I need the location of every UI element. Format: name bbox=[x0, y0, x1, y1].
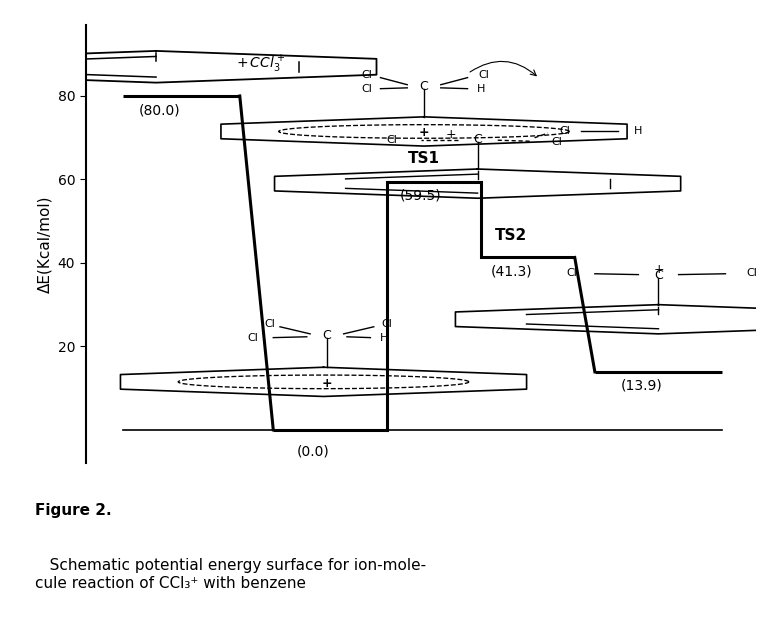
Text: (13.9): (13.9) bbox=[621, 379, 663, 393]
Text: (80.0): (80.0) bbox=[139, 103, 180, 118]
Text: Cl: Cl bbox=[361, 70, 372, 80]
Text: TS2: TS2 bbox=[495, 228, 527, 243]
Text: $+\,CCl_3^+$: $+\,CCl_3^+$ bbox=[237, 54, 286, 75]
Text: +: + bbox=[653, 263, 664, 276]
Text: +: + bbox=[418, 126, 429, 139]
Text: H: H bbox=[379, 333, 388, 343]
Text: +: + bbox=[322, 377, 332, 389]
Text: C: C bbox=[323, 329, 331, 342]
Text: C: C bbox=[420, 80, 428, 93]
Text: C: C bbox=[473, 133, 482, 146]
Text: Cl: Cl bbox=[361, 85, 372, 95]
Text: Schematic potential energy surface for ion-mole-
cule reaction of CCl₃⁺ with ben: Schematic potential energy surface for i… bbox=[35, 558, 426, 591]
Text: (41.3): (41.3) bbox=[490, 265, 532, 279]
Text: Cl: Cl bbox=[479, 70, 490, 80]
Text: H: H bbox=[634, 126, 643, 136]
Text: H: H bbox=[477, 85, 485, 95]
Text: Cl: Cl bbox=[552, 137, 562, 147]
Text: TS1: TS1 bbox=[408, 151, 440, 166]
Text: +: + bbox=[446, 128, 456, 141]
Text: Cl: Cl bbox=[559, 126, 570, 136]
Text: (59.5): (59.5) bbox=[400, 188, 442, 203]
Text: Cl: Cl bbox=[566, 269, 576, 279]
Text: Cl: Cl bbox=[382, 319, 393, 329]
Text: Cl: Cl bbox=[386, 135, 397, 145]
Text: C: C bbox=[654, 269, 663, 282]
Text: (0.0): (0.0) bbox=[297, 444, 330, 458]
Text: Figure 2.: Figure 2. bbox=[35, 503, 111, 518]
Text: Cl: Cl bbox=[747, 269, 758, 279]
Text: Cl: Cl bbox=[248, 333, 259, 343]
Text: Cl: Cl bbox=[265, 319, 275, 329]
Y-axis label: ΔE(Kcal/mol): ΔE(Kcal/mol) bbox=[37, 195, 52, 293]
